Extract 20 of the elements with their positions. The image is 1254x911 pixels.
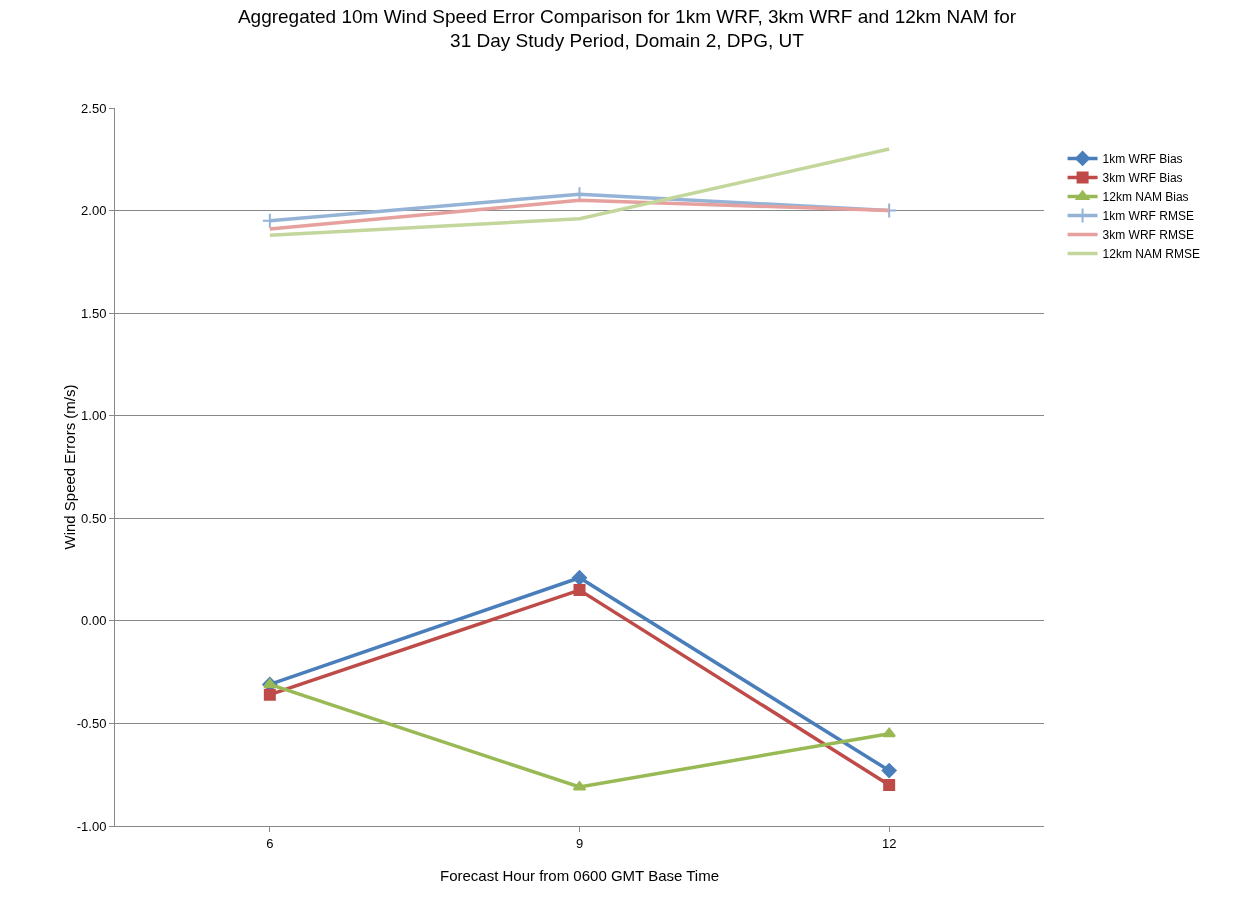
y-tick-label: 2.50: [81, 100, 107, 116]
y-tick-label: -1.00: [76, 818, 107, 834]
y-tick-label: 0.50: [81, 510, 107, 526]
legend-label: 12km NAM RMSE: [1102, 247, 1200, 262]
legend-label: 12km NAM Bias: [1102, 190, 1189, 205]
x-tick-label: 6: [266, 835, 274, 851]
y-tick-label: 1.50: [81, 305, 107, 321]
legend-label: 1km WRF RMSE: [1102, 209, 1194, 224]
x-tick-label: 12: [881, 835, 897, 851]
x-axis-title: Forecast Hour from 0600 GMT Base Time: [440, 867, 719, 884]
y-tick-label: -0.50: [76, 715, 107, 731]
legend-label: 1km WRF Bias: [1102, 152, 1183, 167]
chart-title: Aggregated 10m Wind Speed Error Comparison for 1km WRF, 3km WRF and 12km NAM for 31 Day Study Period, Domain 2, DPG, UT: [237, 5, 1017, 52]
y-tick-label: 2.00: [81, 203, 107, 219]
y-axis-title: Wind Speed Errors (m/s): [61, 384, 78, 550]
legend-label: 3km WRF Bias: [1102, 171, 1183, 186]
y-tick-label: 0.00: [81, 613, 107, 629]
x-tick-label: 9: [575, 835, 584, 851]
y-tick-label: 1.00: [81, 408, 107, 424]
legend-label: 3km WRF RMSE: [1102, 228, 1194, 243]
